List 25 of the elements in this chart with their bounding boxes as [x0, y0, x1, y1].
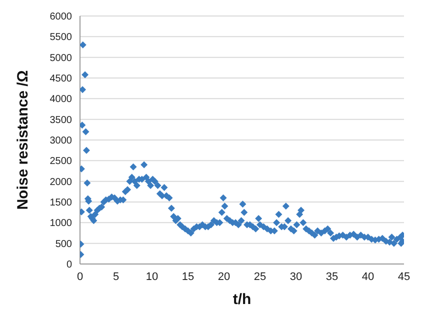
y-tick-label: 500	[55, 238, 72, 250]
y-tick-label: 3500	[50, 114, 72, 126]
y-tick-label: 0	[66, 260, 72, 271]
y-tick-label: 1000	[50, 218, 72, 230]
y-tick-label: 2500	[50, 156, 72, 168]
y-tick-label: 6000	[50, 12, 72, 23]
x-tick-label: 25	[254, 270, 266, 283]
y-tick-label: 3000	[50, 136, 72, 147]
y-tick-label: 1500	[50, 198, 72, 209]
x-tick-label: 0	[76, 270, 84, 283]
y-tick-label: 4000	[50, 94, 72, 106]
x-tick-label: 35	[326, 270, 338, 283]
x-tick-label: 30	[290, 270, 302, 283]
x-tick-label: 45	[398, 270, 410, 283]
x-axis-title: t/h	[232, 291, 252, 308]
x-tick-label: 10	[146, 270, 158, 283]
x-tick-label: 15	[182, 270, 194, 283]
x-tick-label: 5	[112, 270, 120, 283]
y-tick-label: 4500	[50, 74, 72, 85]
x-tick-label: 20	[218, 270, 230, 283]
x-tick-label: 40	[362, 270, 374, 283]
y-tick-label: 2000	[50, 176, 72, 188]
y-tick-label: 5000	[50, 52, 72, 64]
y-axis-title: Noise resistance /Ω	[14, 70, 32, 210]
y-tick-label: 5500	[50, 32, 72, 44]
